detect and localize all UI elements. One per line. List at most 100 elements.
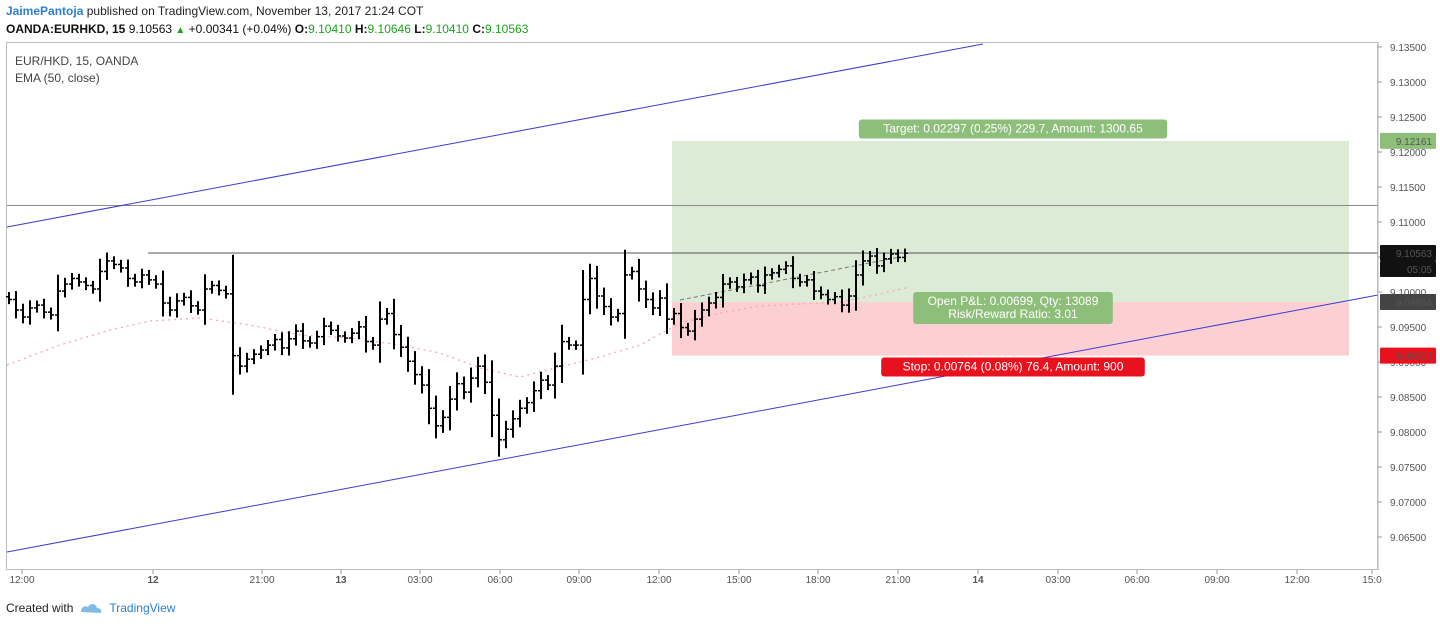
candle [636, 258, 642, 302]
candle [538, 371, 544, 400]
y-tick-label: 9.11000 [1390, 218, 1426, 229]
x-tick-label: 21:00 [249, 575, 274, 586]
entry-price-label: 9.09864 [1396, 298, 1433, 309]
candle [517, 399, 523, 428]
candle [650, 292, 656, 316]
candle [181, 292, 187, 306]
stop-price-label: 9.09100 [1396, 352, 1433, 363]
candle [342, 331, 348, 343]
countdown-label: 05:05 [1407, 265, 1432, 276]
candle [741, 273, 747, 294]
candle [461, 376, 467, 400]
candle [867, 250, 873, 266]
y-tick-label: 9.12000 [1390, 148, 1427, 159]
candle [20, 303, 26, 324]
candle [258, 345, 264, 359]
candle [734, 276, 740, 292]
x-tick-label: 13 [335, 575, 347, 586]
candle [895, 249, 901, 263]
countdown-label-bg [1380, 261, 1436, 278]
candle [265, 340, 271, 356]
candle [482, 354, 488, 395]
candle [678, 303, 684, 339]
candle [440, 410, 446, 433]
open-value: 9.10410 [308, 22, 352, 36]
candle [412, 351, 418, 385]
y-tick-label: 9.13500 [1390, 43, 1427, 54]
candle [167, 296, 173, 317]
candle [146, 269, 152, 285]
ema-legend[interactable]: EMA (50, close) [15, 71, 100, 85]
candle [188, 290, 194, 313]
candle [643, 280, 649, 308]
candle [104, 252, 110, 280]
x-tick-label: 12 [147, 575, 159, 586]
last-price-label-bg [1380, 245, 1436, 262]
candle [384, 308, 390, 325]
candle [76, 273, 82, 287]
x-tick-label: 21:00 [885, 575, 910, 586]
candle [69, 273, 75, 290]
candle [762, 266, 768, 294]
candle [62, 277, 68, 298]
y-tick-label: 9.07000 [1390, 498, 1427, 509]
candle [111, 256, 117, 270]
candle [671, 308, 677, 325]
candle [706, 296, 712, 317]
candle [846, 288, 852, 313]
candle [839, 289, 845, 313]
candle [622, 249, 628, 339]
x-tick-label: 09:00 [1204, 575, 1229, 586]
candle [237, 347, 243, 375]
candle [769, 268, 775, 280]
candle [230, 254, 236, 395]
candle [97, 258, 103, 302]
candle [566, 336, 572, 350]
pnl-label-line: Risk/Reward Ratio: 3.01 [948, 307, 1078, 321]
symbol-name: OANDA:EURHKD, 15 [6, 22, 126, 36]
stop-price-label-bg [1380, 347, 1436, 364]
candle [559, 324, 565, 383]
candle [748, 272, 754, 285]
candle [370, 336, 376, 350]
candle [118, 259, 124, 273]
publish-header: JaimePantoja published on TradingView.co… [6, 4, 423, 18]
pnl-label-bg [913, 292, 1113, 324]
y-tick-label: 9.13000 [1390, 78, 1427, 89]
x-tick-label: 12:00 [9, 575, 34, 586]
candle [41, 298, 47, 319]
candle [496, 398, 502, 457]
candle [363, 315, 369, 353]
tradingview-brand-link[interactable]: TradingView [109, 601, 176, 615]
candle [664, 283, 670, 334]
y-tick-label: 9.09500 [1390, 323, 1427, 334]
y-tick-label: 9.12500 [1390, 113, 1427, 124]
author-link[interactable]: JaimePantoja [6, 4, 84, 18]
candle [209, 280, 215, 294]
last-price: 9.10563 [128, 22, 173, 36]
candle [174, 293, 180, 318]
candle [573, 340, 579, 350]
channel-upper-line [6, 43, 984, 228]
x-tick-label: 12:00 [1284, 575, 1309, 586]
y-tick-label: 9.08000 [1390, 428, 1427, 439]
candle [713, 291, 719, 309]
candle [881, 252, 887, 273]
candle [699, 302, 705, 327]
created-with-text: Created with [6, 601, 74, 615]
candle [489, 360, 495, 438]
candle [524, 397, 530, 414]
tradingview-logo-icon [81, 604, 102, 613]
candle [454, 372, 460, 411]
x-tick-label: 15:0 [1362, 575, 1382, 586]
candle [552, 352, 558, 399]
candle [720, 273, 726, 308]
close-label: C: [472, 22, 485, 36]
up-arrow-icon: ▲ [175, 25, 186, 36]
candle [811, 271, 817, 300]
candle [888, 248, 894, 264]
candle [153, 275, 159, 289]
candle [216, 280, 222, 296]
candle [132, 273, 138, 287]
